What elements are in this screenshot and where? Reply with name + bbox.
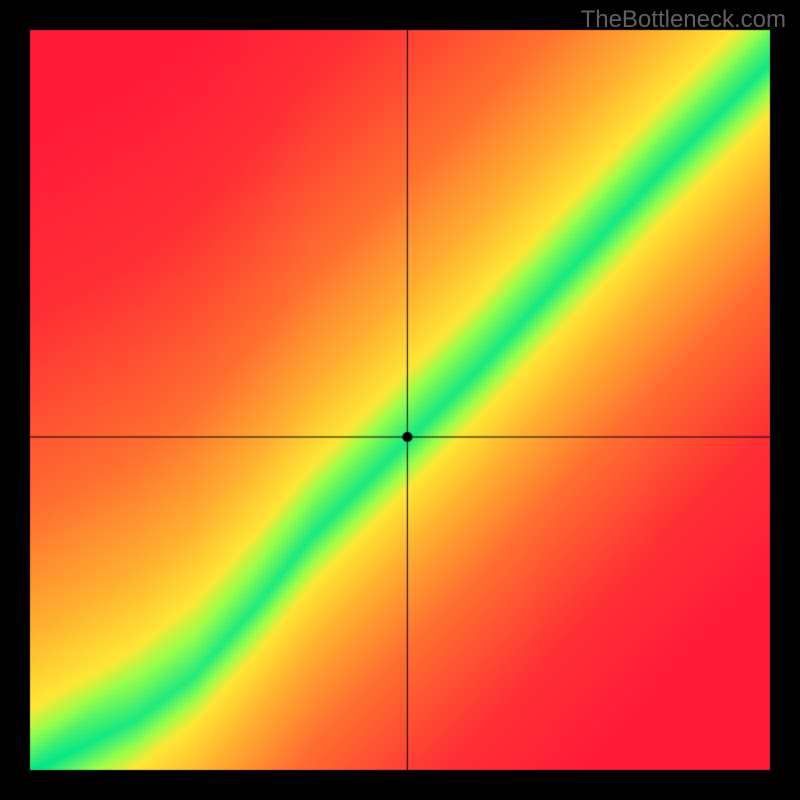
watermark-text: TheBottleneck.com — [581, 6, 786, 34]
heatmap-canvas — [0, 0, 800, 800]
chart-container: TheBottleneck.com — [0, 0, 800, 800]
